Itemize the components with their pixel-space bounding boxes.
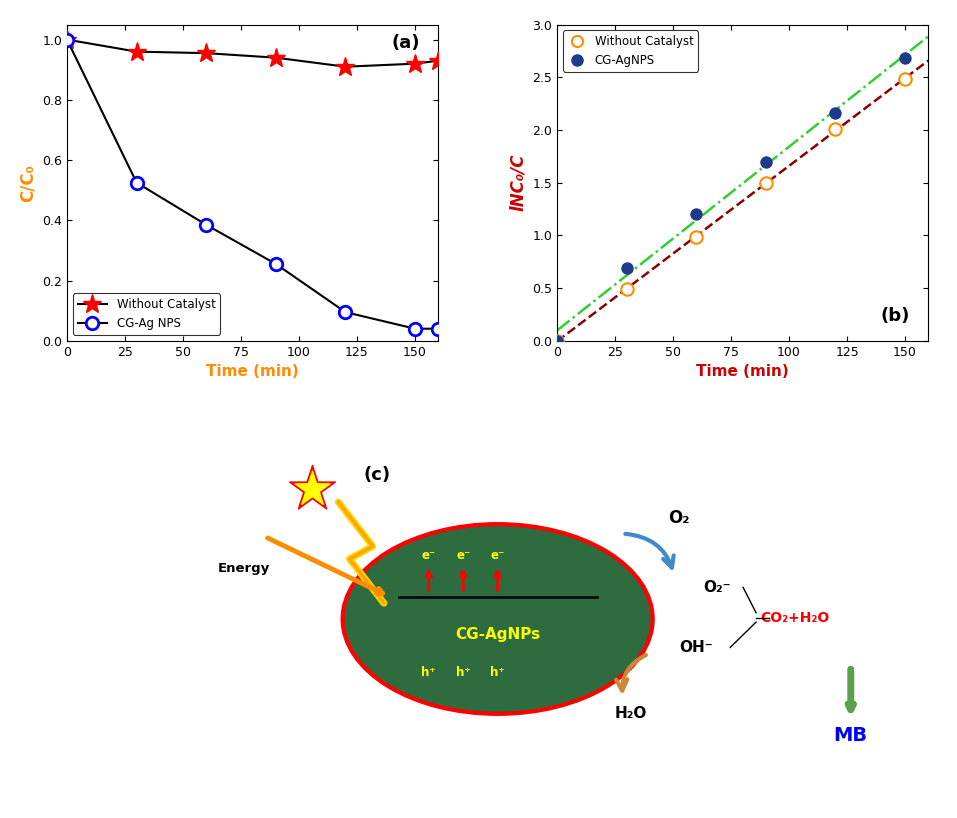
CG-AgNPS <box>828 106 843 119</box>
Y-axis label: lNC₀/C: lNC₀/C <box>508 154 526 211</box>
CG-AgNPS <box>689 208 704 221</box>
Text: h⁺: h⁺ <box>490 666 505 679</box>
Without Catalyst <box>898 73 913 86</box>
Without Catalyst <box>340 62 351 72</box>
Y-axis label: C/C₀: C/C₀ <box>18 164 36 201</box>
Text: (b): (b) <box>880 307 910 325</box>
FancyArrowPatch shape <box>616 655 646 690</box>
Text: e⁻: e⁻ <box>422 549 435 562</box>
Text: O₂: O₂ <box>668 509 689 527</box>
FancyArrowPatch shape <box>625 534 674 568</box>
CG-AgNPS <box>898 52 913 65</box>
Without Catalyst <box>200 48 211 58</box>
X-axis label: Time (min): Time (min) <box>697 364 789 380</box>
Without Catalyst <box>61 34 73 44</box>
CG-Ag NPS <box>131 178 143 187</box>
CG-AgNPS <box>619 262 634 275</box>
Legend: Without Catalyst, CG-Ag NPS: Without Catalyst, CG-Ag NPS <box>73 294 220 335</box>
Without Catalyst <box>549 335 565 348</box>
Without Catalyst <box>270 52 281 62</box>
Without Catalyst <box>758 176 773 189</box>
Text: MB: MB <box>834 726 868 745</box>
Text: h⁺: h⁺ <box>421 666 436 679</box>
Text: e⁻: e⁻ <box>456 549 470 562</box>
Without Catalyst <box>131 47 143 56</box>
Text: CG-AgNPs: CG-AgNPs <box>456 627 540 642</box>
Without Catalyst <box>689 231 704 244</box>
CG-Ag NPS <box>200 220 211 230</box>
Text: CO₂+H₂O: CO₂+H₂O <box>760 611 830 625</box>
CG-Ag NPS <box>433 324 444 334</box>
CG-AgNPS <box>758 155 773 169</box>
Without Catalyst <box>619 282 634 295</box>
Text: (a): (a) <box>391 34 420 52</box>
Without Catalyst <box>410 59 421 69</box>
CG-Ag NPS <box>410 324 421 334</box>
Text: h⁺: h⁺ <box>456 666 471 679</box>
Point <box>305 483 321 496</box>
Point <box>305 483 321 496</box>
Text: Energy: Energy <box>217 562 270 575</box>
CG-Ag NPS <box>270 259 281 269</box>
X-axis label: Time (min): Time (min) <box>207 364 299 380</box>
CG-Ag NPS <box>340 308 351 317</box>
Text: OH⁻: OH⁻ <box>679 640 713 655</box>
Without Catalyst <box>433 56 444 65</box>
Line: CG-Ag NPS: CG-Ag NPS <box>60 34 444 335</box>
Line: Without Catalyst: Without Catalyst <box>57 30 448 76</box>
Ellipse shape <box>343 524 653 714</box>
Without Catalyst <box>828 123 843 136</box>
CG-AgNPS <box>549 335 565 348</box>
CG-Ag NPS <box>61 34 73 44</box>
Text: (c): (c) <box>364 466 390 484</box>
Legend: Without Catalyst, CG-AgNPS: Without Catalyst, CG-AgNPS <box>563 30 699 72</box>
Text: O₂⁻: O₂⁻ <box>703 580 731 595</box>
Text: H₂O: H₂O <box>615 707 647 721</box>
Text: e⁻: e⁻ <box>491 549 504 562</box>
